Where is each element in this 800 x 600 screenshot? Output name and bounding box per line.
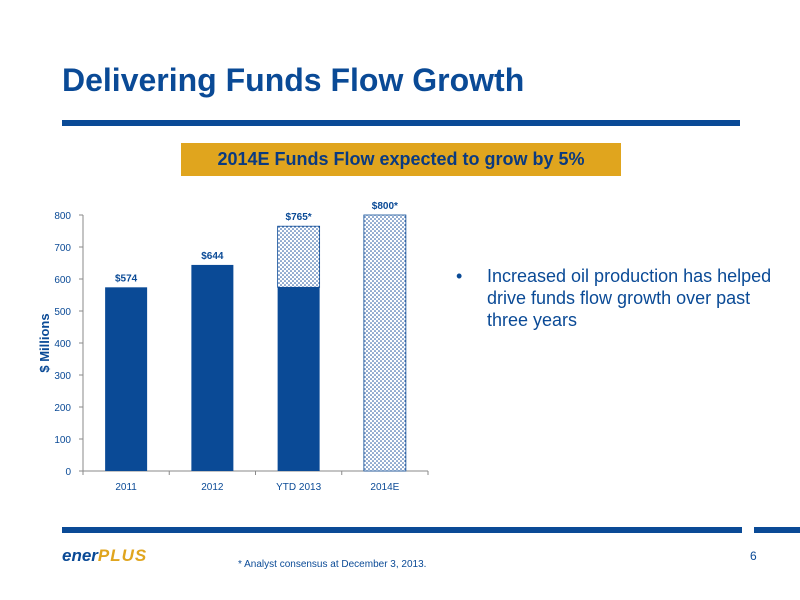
data-label: $644 xyxy=(201,251,224,262)
y-tick-label: 500 xyxy=(54,307,71,318)
bar-solid xyxy=(105,287,148,471)
data-label: $800* xyxy=(372,201,398,212)
logo-text-plus: PLUS xyxy=(97,546,148,565)
bullet-item: Increased oil production has helped driv… xyxy=(487,266,772,330)
slide-title: Delivering Funds Flow Growth xyxy=(62,62,525,98)
footer-divider-tail xyxy=(754,527,800,533)
bar-solid xyxy=(191,264,234,471)
y-tick-label: 400 xyxy=(54,339,71,350)
x-tick-label: 2011 xyxy=(115,482,137,493)
bullet-marker: • xyxy=(456,266,463,286)
bar-hatched xyxy=(277,225,321,288)
enerplus-logo: enerPLUS xyxy=(62,546,147,566)
page-number: 6 xyxy=(750,549,757,563)
footnote: * Analyst consensus at December 3, 2013. xyxy=(238,559,427,570)
y-tick-label: 800 xyxy=(54,211,71,222)
logo-text-ener: ener xyxy=(62,546,98,565)
bar-solid xyxy=(277,287,320,471)
x-tick-label: 2014E xyxy=(370,482,399,493)
data-label: $574 xyxy=(115,273,138,284)
y-tick-label: 300 xyxy=(54,371,71,382)
data-label: $765* xyxy=(286,212,312,223)
y-tick-label: 100 xyxy=(54,435,71,446)
growth-callout: 2014E Funds Flow expected to grow by 5% xyxy=(181,143,621,176)
x-tick-label: 2012 xyxy=(201,482,224,493)
y-tick-label: 600 xyxy=(54,275,71,286)
y-tick-label: 700 xyxy=(54,243,71,254)
y-tick-label: 200 xyxy=(54,403,71,414)
y-axis-title: $ Millions xyxy=(37,313,52,372)
title-divider xyxy=(62,120,740,126)
bar-hatched xyxy=(363,214,407,472)
x-tick-label: YTD 2013 xyxy=(276,482,321,493)
footer-divider xyxy=(62,527,742,533)
y-tick-label: 0 xyxy=(65,467,71,478)
